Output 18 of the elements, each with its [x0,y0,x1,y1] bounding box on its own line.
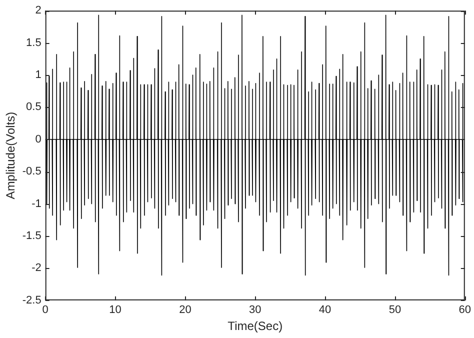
y-tick-label: -1.5 [22,230,42,242]
x-axis-title: Time(Sec) [228,319,283,334]
y-tick-label: -1 [32,198,42,210]
x-tick-label: 60 [458,304,472,316]
y-axis-title: Amplitude(Volts) [4,112,18,200]
y-tick-label: 1 [35,69,42,82]
x-tick-label: 10 [109,304,122,316]
x-tick-label: 50 [388,304,402,316]
y-tick-label: 0.5 [26,101,42,114]
x-tick-label: 20 [179,304,192,316]
x-tick-label: 40 [318,304,332,316]
y-tick-label: 0 [35,133,42,146]
y-tick-label: -2 [32,262,42,274]
y-tick-label: -0.5 [22,166,42,178]
y-tick-label: 1.5 [26,36,42,49]
y-tick-label: 2 [35,4,42,17]
x-tick-label: 30 [248,304,262,316]
y-tick-label: -2.5 [22,294,42,306]
